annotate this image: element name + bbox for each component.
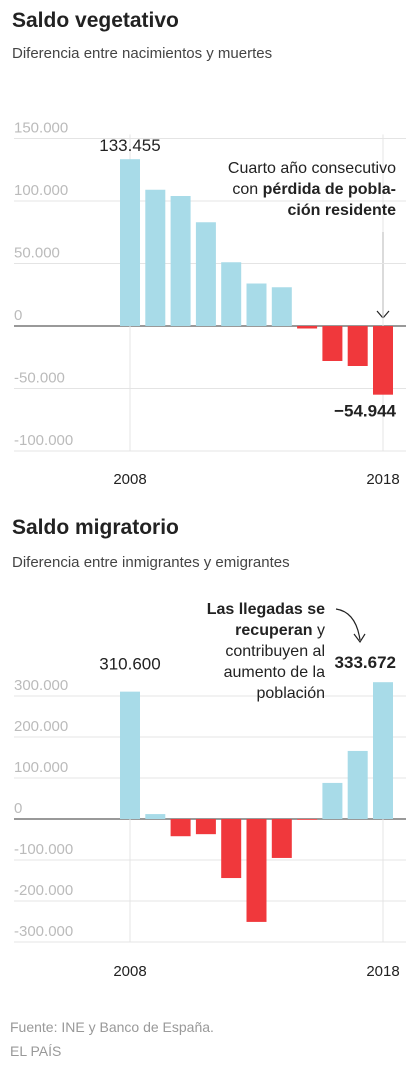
bar: [297, 819, 318, 820]
bar: [373, 326, 393, 395]
y-tick-label: -50.000: [14, 370, 65, 387]
annotation-part: recuperan: [235, 622, 312, 639]
value-label: 310.600: [99, 655, 160, 674]
bar: [170, 819, 191, 837]
x-tick-label: 2008: [113, 963, 146, 980]
bar: [347, 326, 368, 366]
annotation: ción residente: [288, 202, 397, 219]
arrow: [335, 608, 361, 641]
annotation-part: con: [232, 181, 262, 198]
value-label: 333.672: [335, 653, 396, 672]
bar: [246, 283, 267, 326]
annotation: población: [257, 685, 326, 702]
bar: [120, 691, 140, 819]
annotation-part: ción residente: [288, 202, 397, 219]
y-tick-label: 200.000: [14, 718, 68, 735]
annotation-part: Las llegadas se: [207, 601, 325, 618]
arrow-head: [353, 633, 366, 644]
bar: [271, 287, 292, 326]
credit: EL PAÍS: [10, 1043, 61, 1059]
bar: [322, 782, 343, 819]
bar: [145, 189, 166, 326]
chart-title: Saldo vegetativo: [12, 9, 179, 32]
bar: [195, 819, 216, 835]
y-tick-label: 50.000: [14, 245, 60, 262]
annotation: Cuarto año consecutivo: [228, 160, 396, 177]
y-tick-label: -300.000: [14, 923, 73, 940]
chart-subtitle: Diferencia entre inmigrantes y emigrante…: [12, 554, 290, 571]
bar: [297, 326, 318, 329]
x-tick-label: 2018: [366, 471, 399, 488]
annotation: con pérdida de pobla-: [232, 181, 396, 198]
bar: [246, 819, 267, 922]
y-tick-label: -200.000: [14, 882, 73, 899]
bar: [195, 222, 216, 326]
source: Fuente: INE y Banco de España.: [10, 1019, 214, 1035]
chart-title: Saldo migratorio: [12, 516, 179, 539]
bar: [221, 819, 242, 879]
bar: [322, 326, 343, 361]
y-tick-label: 300.000: [14, 677, 68, 694]
annotation-part: aumento de la: [224, 664, 326, 681]
chart-subtitle: Diferencia entre nacimientos y muertes: [12, 45, 272, 62]
y-tick-label: -100.000: [14, 432, 73, 449]
bar: [145, 814, 166, 819]
value-label: −54.944: [334, 402, 396, 421]
annotation: Las llegadas se: [207, 601, 325, 618]
bar: [271, 819, 292, 858]
x-tick-label: 2008: [113, 471, 146, 488]
annotation-part: contribuyen al: [225, 643, 325, 660]
annotation-part: población: [257, 685, 326, 702]
bar: [347, 750, 368, 819]
bar: [170, 196, 191, 326]
y-tick-label: 0: [14, 800, 22, 817]
bar: [120, 159, 140, 326]
y-tick-label: 150.000: [14, 120, 68, 137]
x-tick-label: 2018: [366, 963, 399, 980]
annotation: aumento de la: [224, 664, 326, 681]
annotation: contribuyen al: [225, 643, 325, 660]
value-label: 133.455: [99, 136, 160, 155]
bar: [373, 682, 393, 819]
bar: [221, 262, 242, 326]
annotation-part: Cuarto año consecutivo: [228, 160, 396, 177]
y-tick-label: 100.000: [14, 182, 68, 199]
annotation: recuperan y: [235, 622, 325, 639]
y-tick-label: 100.000: [14, 759, 68, 776]
y-tick-label: 0: [14, 307, 22, 324]
annotation-part: y: [313, 622, 325, 639]
annotation-part: pérdida de pobla-: [263, 181, 396, 198]
y-tick-label: -100.000: [14, 841, 73, 858]
